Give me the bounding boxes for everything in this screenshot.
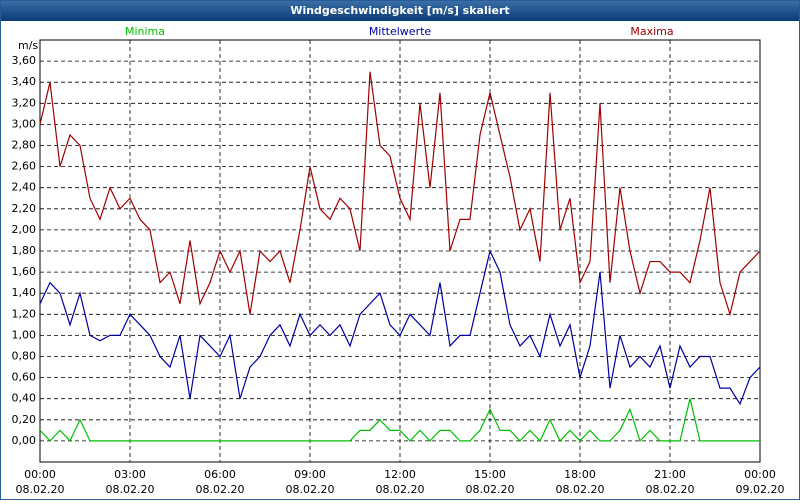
x-tick-date: 08.02.20 (556, 483, 605, 496)
x-tick-date: 08.02.20 (466, 483, 515, 496)
x-tick-label: 06:00 (204, 468, 236, 481)
y-tick-label: 1,60 (12, 265, 37, 278)
y-tick-label: 3,20 (12, 96, 37, 109)
x-tick-date: 08.02.20 (106, 483, 155, 496)
x-tick-label: 18:00 (564, 468, 596, 481)
x-tick-label: 15:00 (474, 468, 506, 481)
title-bar (1, 1, 799, 21)
y-tick-label: 0,60 (12, 371, 37, 384)
y-tick-label: 0,00 (12, 434, 37, 447)
x-tick-date: 08.02.20 (196, 483, 245, 496)
y-tick-label: 0,20 (12, 413, 37, 426)
x-tick-date: 08.02.20 (376, 483, 425, 496)
x-tick-label: 09:00 (294, 468, 326, 481)
series-line (39, 71, 761, 317)
y-tick-label: 3,00 (12, 117, 37, 130)
x-tick-date: 08.02.20 (16, 483, 65, 496)
x-tick-date: 09.02.20 (736, 483, 785, 496)
x-tick-label: 00:00 (744, 468, 776, 481)
y-tick-label: 1,00 (12, 328, 37, 341)
y-tick-label: 0,80 (12, 350, 37, 363)
x-tick-date: 08.02.20 (646, 483, 695, 496)
y-tick-label: 3,40 (12, 75, 37, 88)
x-tick-label: 12:00 (384, 468, 416, 481)
y-tick-label: 2,80 (12, 139, 37, 152)
legend-entry: Minima (125, 25, 165, 38)
y-tick-label: 2,20 (12, 202, 37, 215)
y-tick-label: 2,60 (12, 160, 37, 173)
legend-entry: Mittelwerte (369, 25, 432, 38)
x-tick-date: 08.02.20 (286, 483, 335, 496)
x-tick-label: 21:00 (654, 468, 686, 481)
y-tick-label: 0,40 (12, 392, 37, 405)
x-tick-label: 00:00 (24, 468, 56, 481)
y-tick-label: 1,40 (12, 286, 37, 299)
y-axis-label: m/s (18, 39, 38, 52)
y-tick-label: 3,60 (12, 54, 37, 67)
y-tick-label: 2,40 (12, 181, 37, 194)
y-tick-label: 1,80 (12, 244, 37, 257)
series-line (39, 398, 760, 443)
x-tick-label: 03:00 (114, 468, 146, 481)
chart-title: Windgeschwindigkeit [m/s] skaliert (290, 4, 509, 17)
y-tick-label: 2,00 (12, 223, 37, 236)
legend-entry: Maxima (630, 25, 673, 38)
y-tick-label: 1,20 (12, 307, 37, 320)
series-line (39, 249, 761, 406)
